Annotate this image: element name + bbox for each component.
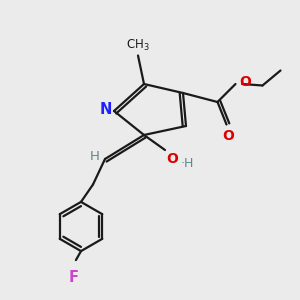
Text: H: H [90, 149, 100, 163]
Text: CH$_3$: CH$_3$ [126, 38, 150, 53]
Text: N: N [99, 102, 112, 117]
Text: F: F [68, 270, 79, 285]
Text: O: O [167, 152, 178, 167]
Text: O: O [239, 76, 251, 89]
Text: O: O [222, 129, 234, 143]
Text: ·H: ·H [181, 157, 194, 169]
